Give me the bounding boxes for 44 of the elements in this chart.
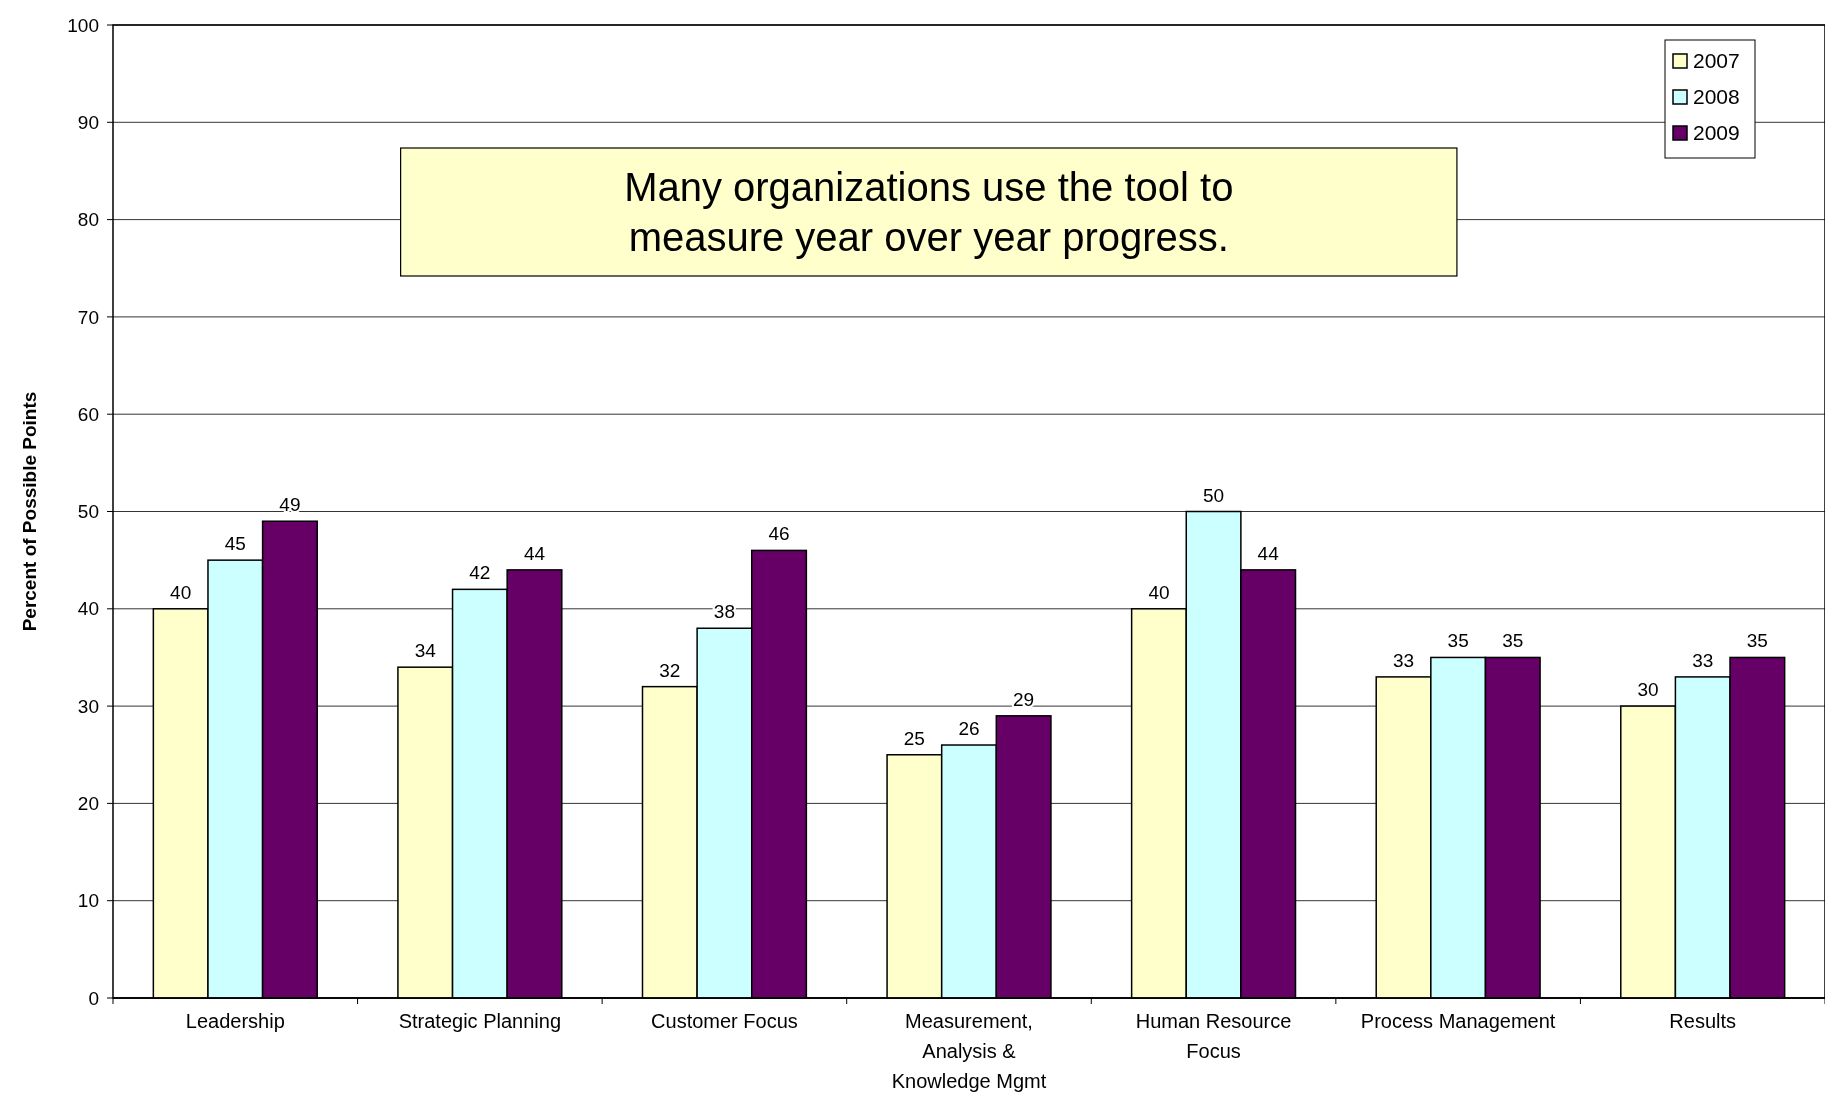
x-tick-label: Results xyxy=(1669,1010,1737,1032)
annotation: Many organizations use the tool to measure year over year progress. xyxy=(624,165,1234,259)
legend-label: 2008 xyxy=(1693,85,1740,109)
callout-box: Many organizations use the tool to measure year over year progress. xyxy=(400,147,1458,277)
data-label: 45 xyxy=(224,533,246,555)
data-label: 35 xyxy=(1502,630,1524,652)
x-tick-label: Process Management xyxy=(1360,1010,1556,1032)
x-tick-label: Strategic Planning xyxy=(398,1010,562,1032)
y-tick-label: 100 xyxy=(67,14,99,36)
y-tick-label: 20 xyxy=(77,793,99,815)
data-label: 40 xyxy=(1148,581,1170,603)
y-axis-title: Percent of Possible Points xyxy=(19,391,40,632)
x-tick-label: Customer Focus xyxy=(651,1010,798,1032)
data-label: 46 xyxy=(768,523,790,545)
legend-label: 2009 xyxy=(1693,121,1740,145)
data-label: 35 xyxy=(1447,630,1469,652)
y-tick-label: 0 xyxy=(88,987,99,1009)
data-label: 44 xyxy=(1257,542,1280,564)
x-tick-label: Leadership xyxy=(185,1010,285,1032)
data-label: 40 xyxy=(170,581,192,603)
data-label: 25 xyxy=(903,727,925,749)
data-label: 33 xyxy=(1692,649,1714,671)
y-tick-label: 80 xyxy=(77,209,99,231)
data-label: 42 xyxy=(469,562,491,584)
data-label: 29 xyxy=(1013,688,1035,710)
y-tick-label: 30 xyxy=(77,695,99,717)
y-tick-label: 60 xyxy=(77,403,99,425)
data-label: 49 xyxy=(279,494,301,516)
data-label: 44 xyxy=(523,542,546,564)
data-label: 34 xyxy=(414,640,437,662)
y-tick-label: 10 xyxy=(77,890,99,912)
legend-label: 2007 xyxy=(1693,49,1740,73)
data-label: 30 xyxy=(1637,679,1659,701)
x-tick-label: Human Resource Focus xyxy=(1135,1010,1292,1062)
data-label: 35 xyxy=(1746,630,1768,652)
data-label: 32 xyxy=(659,659,681,681)
y-tick-label: 90 xyxy=(77,111,99,133)
y-tick-label: 70 xyxy=(77,306,99,328)
data-label: 50 xyxy=(1203,484,1225,506)
x-tick-label: Measurement, Analysis & Knowledge Mgmt xyxy=(891,1010,1047,1092)
data-label: 26 xyxy=(958,718,980,740)
data-label: 33 xyxy=(1392,649,1415,671)
y-tick-label: 50 xyxy=(77,501,99,523)
y-tick-label: 40 xyxy=(77,598,99,620)
